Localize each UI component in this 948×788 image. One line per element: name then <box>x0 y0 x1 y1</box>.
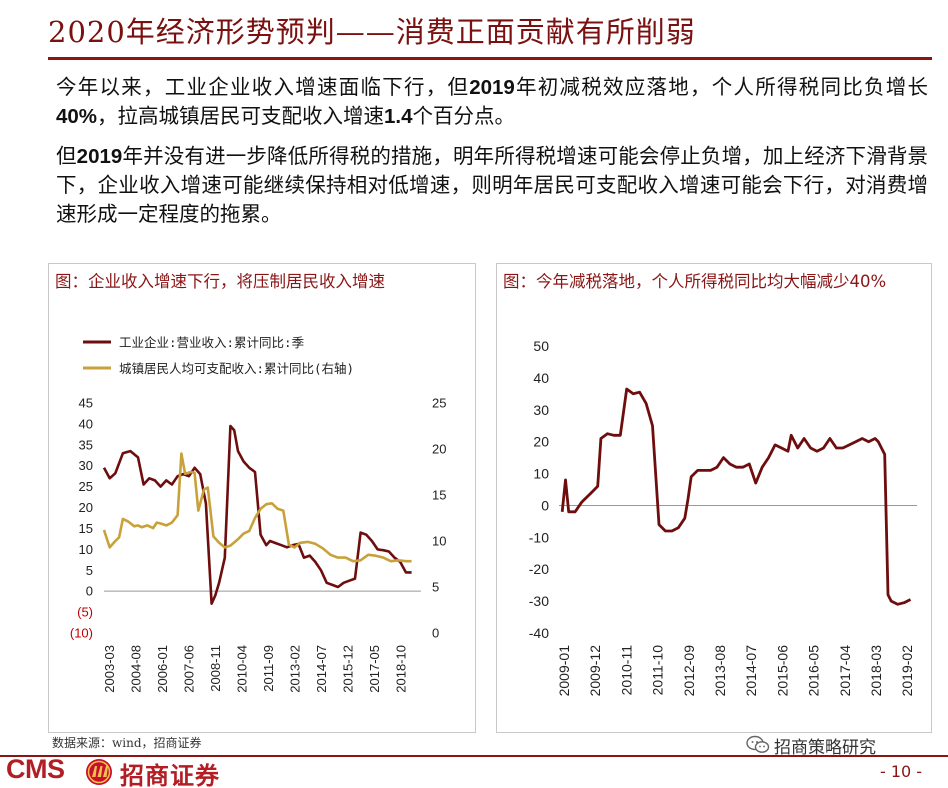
x-tick-label-8: 2014-07 <box>314 645 329 693</box>
intro-paragraph-1: 今年以来，工业企业收入增速面临下行，但2019年初减税效应落地，个人所得税同比负… <box>56 73 928 131</box>
y-tick-9: -40 <box>529 625 549 641</box>
x-tick-label-5: 2010-04 <box>235 645 250 693</box>
para1-run-0: 今年以来，工业企业收入增速面临下行，但 <box>56 75 470 99</box>
series-line-0 <box>102 424 412 606</box>
right-y-tick-2: 15 <box>432 488 446 503</box>
x-tick-label-9: 2017-04 <box>837 645 853 697</box>
series-line-0 <box>560 387 912 606</box>
title-divider <box>48 57 932 60</box>
wechat-icon <box>746 735 770 753</box>
x-tick-label-2: 2010-11 <box>618 645 634 696</box>
x-tick-label-8: 2016-05 <box>806 645 822 697</box>
x-tick-label-6: 2014-07 <box>743 645 759 697</box>
right-y-tick-3: 10 <box>432 534 446 549</box>
x-tick-label-0: 2003-03 <box>102 645 117 693</box>
y-tick-6: -10 <box>529 529 549 545</box>
para1-run-6: 个百分点。 <box>412 104 516 128</box>
x-tick-label-3: 2007-06 <box>182 645 197 693</box>
left-y-tick-1: 40 <box>79 416 93 431</box>
chart-panel-income-tax: 图：今年减税落地，个人所得税同比均大幅减少40% 50 40 30 20 10 0 -10 -… <box>496 263 932 733</box>
x-tick-label-10: 2018-03 <box>868 645 884 697</box>
page-number: - 10 - <box>880 762 923 781</box>
right-y-tick-1: 20 <box>432 442 446 457</box>
right-y-tick-0: 25 <box>432 396 446 411</box>
left-y-tick-10: (5) <box>77 605 93 620</box>
left-y-tick-7: 10 <box>79 542 93 557</box>
x-tick-label-11: 2018-10 <box>394 645 409 693</box>
data-source-note: 数据来源：wind，招商证券 <box>52 736 202 750</box>
x-tick-label-11: 2019-02 <box>899 645 915 697</box>
y-tick-1: 40 <box>533 370 549 386</box>
left-y-tick-9: 0 <box>86 584 93 599</box>
left-y-tick-6: 15 <box>79 521 93 536</box>
left-y-tick-5: 20 <box>79 500 93 515</box>
right-y-tick-5: 0 <box>432 626 439 641</box>
series-line-1 <box>102 452 412 563</box>
page-title: 2020年经济形势预判——消费正面贡献有所削弱 <box>48 15 696 49</box>
para2-run-1: 2019 <box>76 145 123 168</box>
x-tick-label-9: 2015-12 <box>341 645 356 693</box>
left-chart-title: 图：企业收入增速下行，将压制居民收入增速 <box>55 272 385 291</box>
left-y-tick-8: 5 <box>86 563 93 578</box>
income-tax-chart: 50 40 30 20 10 0 -10 -20 -30 -40 2009-01 2009-12 201… <box>529 338 917 697</box>
legend-label-1: 城镇居民人均可支配收入:累计同比(右轴) <box>119 361 354 376</box>
x-tick-label-2: 2006-01 <box>155 645 170 693</box>
para1-run-2: 年初减税效应落地，个人所得税同比负增长 <box>514 75 929 99</box>
x-tick-label-10: 2017-05 <box>367 645 382 693</box>
cms-logo-text: CMS <box>6 754 65 784</box>
para1-run-4: ，拉高城镇居民可支配收入增速 <box>97 104 385 128</box>
left-y-tick-0: 45 <box>79 396 93 411</box>
para2-run-2: 年并没有进一步降低所得税的措施，明年所得税增速可能会停止负增，加上经济下滑背景下… <box>56 144 929 226</box>
wechat-account-name: 招商策略研究 <box>774 737 876 758</box>
left-y-tick-2: 35 <box>79 437 93 452</box>
company-logo-icon <box>86 759 112 785</box>
x-tick-label-3: 2011-10 <box>650 645 666 696</box>
para2-run-0: 但 <box>56 144 77 168</box>
para1-run-1: 2019 <box>469 76 515 99</box>
company-name-logo: 招商证券 <box>120 761 220 788</box>
right-chart-title: 图：今年减税落地，个人所得税同比均大幅减少40% <box>503 272 887 291</box>
y-tick-0: 50 <box>533 338 549 354</box>
x-tick-label-7: 2013-02 <box>288 645 303 693</box>
y-tick-2: 30 <box>533 402 549 418</box>
wechat-account[interactable]: 招商策略研究 <box>746 733 876 758</box>
x-tick-label-0: 2009-01 <box>556 645 572 697</box>
chart-panel-enterprise-income: 图：企业收入增速下行，将压制居民收入增速 工业企业:营业收入:累计同比:季城镇居… <box>48 263 476 733</box>
x-tick-label-1: 2004-08 <box>129 645 144 693</box>
right-y-tick-4: 5 <box>432 580 439 595</box>
x-tick-label-1: 2009-12 <box>587 645 603 697</box>
left-y-tick-4: 25 <box>79 479 93 494</box>
x-tick-label-4: 2012-09 <box>681 645 697 697</box>
y-tick-4: 10 <box>533 466 549 482</box>
y-tick-8: -30 <box>529 593 549 609</box>
y-tick-7: -20 <box>529 561 549 577</box>
left-y-tick-11: (10) <box>70 626 93 641</box>
x-tick-label-7: 2015-06 <box>774 645 790 697</box>
para1-run-5: 1.4 <box>384 105 413 128</box>
y-tick-5: 0 <box>541 497 549 513</box>
left-y-tick-3: 30 <box>79 458 93 473</box>
para1-run-3: 40% <box>56 105 98 128</box>
x-tick-label-5: 2013-08 <box>712 645 728 697</box>
intro-paragraph-2: 但2019年并没有进一步降低所得税的措施，明年所得税增速可能会停止负增，加上经济… <box>56 142 928 229</box>
y-tick-3: 20 <box>533 434 549 450</box>
footer-divider <box>0 755 948 757</box>
x-tick-label-6: 2011-09 <box>261 645 276 692</box>
x-tick-label-4: 2008-11 <box>208 645 223 692</box>
legend-label-0: 工业企业:营业收入:累计同比:季 <box>119 335 305 350</box>
